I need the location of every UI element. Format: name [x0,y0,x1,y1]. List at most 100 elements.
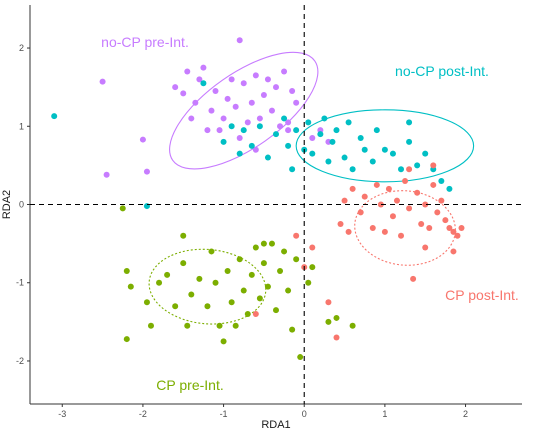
data-point-series-3 [184,322,191,329]
data-point-series-1 [224,95,231,102]
data-point-series-4 [454,232,461,239]
x-tick-label: -1 [220,409,228,419]
data-point-series-2 [406,138,413,145]
data-point-series-1 [264,76,271,83]
data-point-series-1 [220,115,227,122]
y-tick-label: 1 [19,121,24,131]
data-point-series-1 [99,78,106,85]
data-point-series-1 [240,80,247,87]
data-point-series-1 [216,127,223,134]
group-labels: no-CP pre-Int. no-CP post-Int. CP pre-Int.… [101,34,519,393]
data-point-series-4 [349,185,356,192]
data-point-series-4 [442,217,449,224]
data-point-series-4 [381,228,388,235]
data-point-series-3 [273,307,279,314]
data-point-series-2 [281,115,288,122]
data-point-series-4 [385,185,392,192]
data-point-series-3 [172,303,179,310]
data-point-series-3 [252,244,259,251]
data-point-series-3 [208,248,215,255]
data-point-series-1 [200,64,207,71]
data-point-series-4 [438,197,445,204]
x-axis-title: RDA1 [261,419,290,431]
data-point-series-1 [172,84,179,91]
data-point-series-3 [260,260,267,267]
data-point-series-2 [289,166,296,173]
group-label-4: CP post-Int. [445,287,519,303]
x-tick-label: 2 [463,409,468,419]
data-point-series-2 [369,158,376,165]
data-point-series-4 [446,224,453,231]
data-point-series-3 [204,303,211,310]
data-point-series-1 [248,99,255,106]
data-point-series-3 [224,268,231,274]
data-point-series-4 [422,201,429,208]
data-point-series-2 [389,150,396,157]
data-point-series-1 [277,123,284,130]
data-point-series-1 [309,135,316,141]
data-point-series-1 [252,72,259,79]
data-point-series-3 [232,322,239,329]
data-point-series-4 [389,213,396,220]
data-point-series-2 [309,150,316,157]
data-point-series-4 [252,311,259,318]
data-point-series-4 [341,197,348,204]
data-point-series-2 [220,138,227,145]
data-point-series-4 [434,209,441,216]
reference-lines [30,5,522,404]
data-points [51,37,465,361]
data-point-series-1 [273,84,279,91]
data-point-series-3 [228,299,235,306]
data-point-series-3 [277,268,284,274]
data-point-series-2 [248,142,255,149]
data-point-series-2 [361,146,368,153]
data-point-series-2 [273,131,279,138]
data-point-series-4 [377,201,384,208]
data-point-series-3 [123,268,130,274]
data-point-series-1 [196,76,203,83]
y-tick-label: -1 [16,278,24,288]
data-point-series-4 [426,224,433,231]
data-point-series-3 [293,256,300,263]
data-point-series-2 [200,80,207,87]
data-point-series-1 [289,88,296,95]
data-point-series-3 [325,318,332,325]
data-point-series-3 [236,256,243,263]
data-point-series-3 [268,240,275,247]
data-point-series-4 [293,232,300,239]
data-point-series-2 [333,127,340,134]
data-point-series-3 [309,264,316,271]
data-point-series-2 [236,150,243,157]
data-point-series-1 [293,99,300,106]
data-point-series-2 [381,146,388,153]
data-point-series-2 [293,127,300,134]
group-label-3: CP pre-Int. [156,377,223,393]
data-point-series-4 [406,166,413,173]
data-point-series-3 [289,326,296,333]
data-point-series-4 [406,205,413,212]
group-ellipse-3 [148,248,267,325]
data-point-series-4 [337,221,344,228]
data-point-series-1 [212,88,219,95]
data-point-series-4 [333,334,340,341]
data-point-series-2 [321,115,328,122]
data-point-series-3 [220,338,227,345]
data-point-series-1 [143,168,150,175]
group-label-1: no-CP pre-Int. [101,34,189,50]
data-point-series-3 [256,295,263,302]
data-point-series-2 [438,178,445,185]
data-point-series-1 [192,99,199,106]
data-point-series-4 [373,181,380,188]
data-point-series-4 [369,224,376,231]
data-point-series-2 [256,123,263,130]
data-point-series-3 [143,299,150,306]
data-point-series-2 [317,131,324,138]
data-point-series-2 [373,127,380,134]
data-point-series-2 [228,123,235,130]
x-tick-label: -3 [58,409,66,419]
data-point-series-4 [430,162,437,169]
data-point-series-3 [240,287,247,294]
data-point-series-1 [268,107,275,114]
y-tick-label: 0 [19,200,24,210]
data-point-series-1 [281,68,288,75]
